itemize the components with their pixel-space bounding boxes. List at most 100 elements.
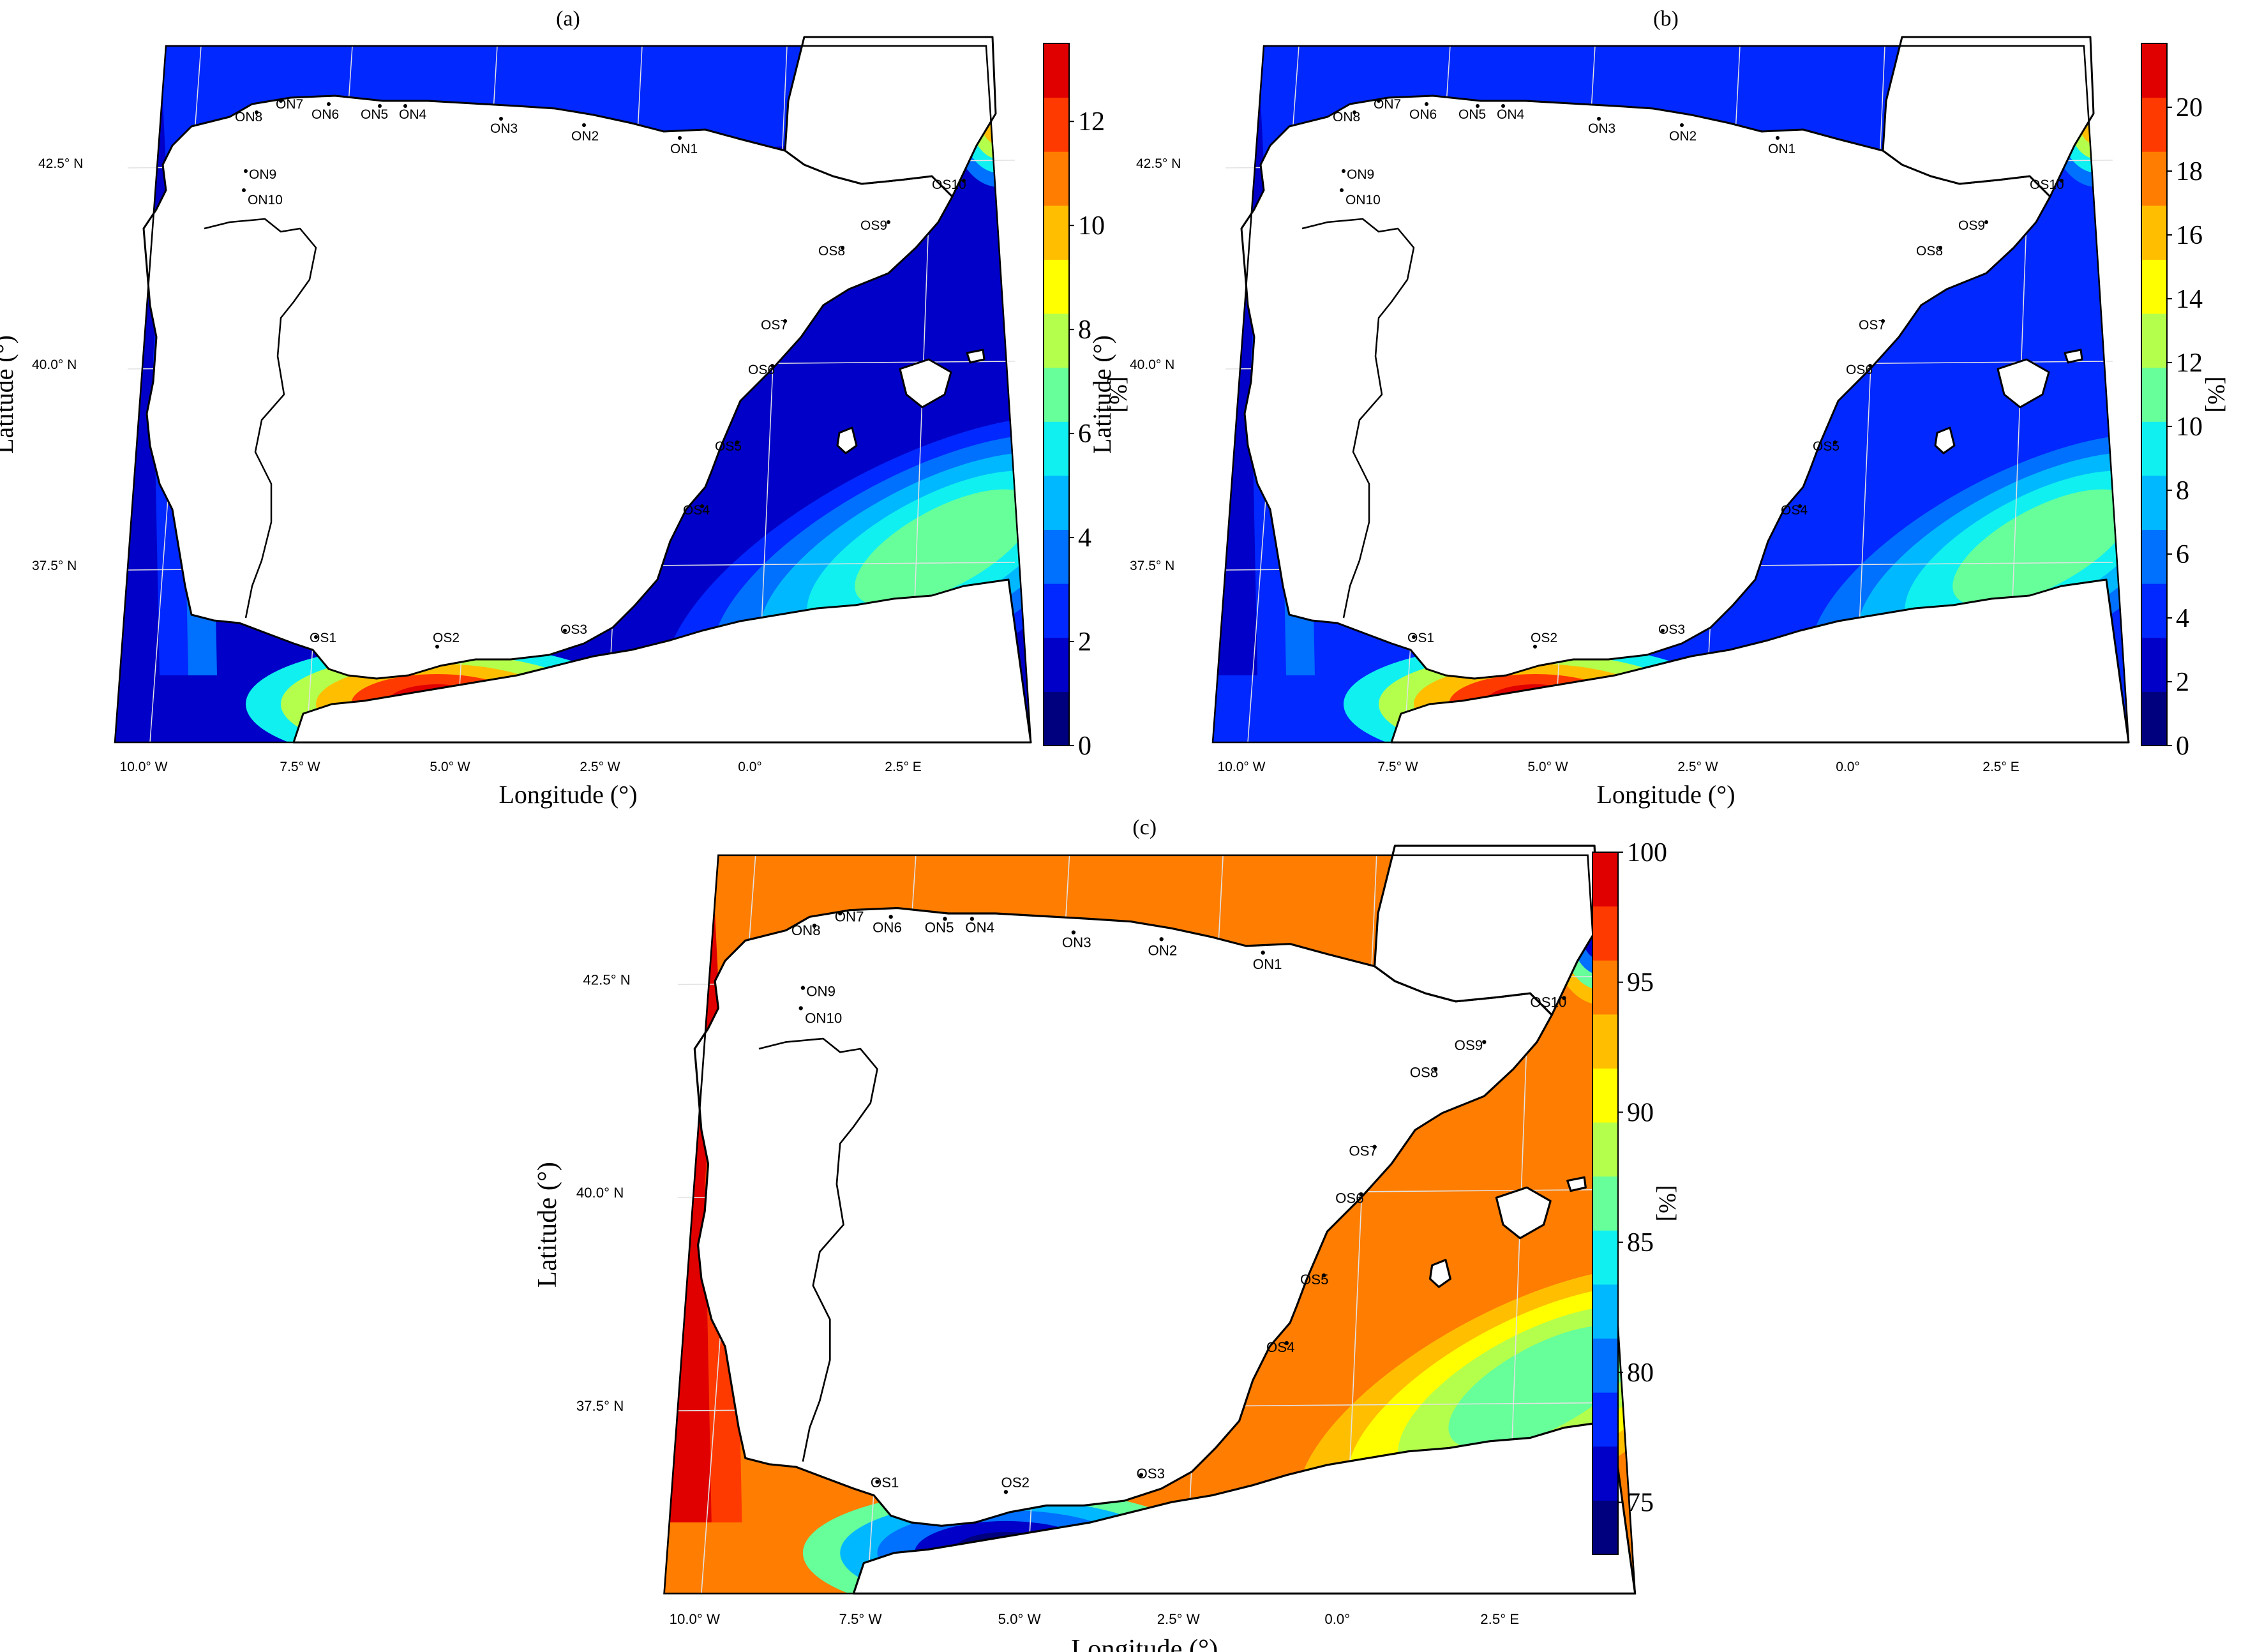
lat-tick-label: 42.5° N bbox=[38, 156, 83, 171]
lon-tick-label: 7.5° W bbox=[839, 1611, 881, 1627]
x-axis-title: Longitude (°) bbox=[1596, 780, 1735, 809]
site-marker bbox=[1868, 364, 1872, 368]
menorca bbox=[2064, 349, 2083, 364]
site-marker bbox=[970, 917, 975, 921]
balearic-band bbox=[1952, 489, 2129, 606]
site-label: OS1 bbox=[310, 631, 336, 645]
site-label: ON6 bbox=[873, 920, 902, 936]
site-label: ON9 bbox=[1347, 167, 1374, 182]
colorbar-tick-label: 16 bbox=[2176, 221, 2203, 250]
lon-tick-label: 5.0° W bbox=[430, 760, 470, 774]
colorbar-segment bbox=[1592, 1338, 1618, 1393]
lat-tick-label: 40.0° N bbox=[1130, 357, 1174, 372]
ibiza bbox=[1934, 426, 1956, 454]
colorbar-segment bbox=[1592, 1284, 1618, 1339]
colorbar-segment bbox=[1044, 421, 1069, 476]
site-marker bbox=[499, 117, 503, 121]
site-label: OS7 bbox=[1859, 318, 1885, 333]
site-marker bbox=[1833, 440, 1837, 444]
site-marker bbox=[1597, 117, 1601, 121]
site-marker bbox=[812, 923, 817, 928]
colorbar-tick-label: 10 bbox=[2176, 412, 2203, 442]
iberian-peninsula bbox=[142, 94, 954, 680]
lat-tick-label: 40.0° N bbox=[32, 357, 77, 372]
site-label: ON4 bbox=[965, 920, 994, 936]
portugal-border bbox=[758, 1037, 878, 1462]
site-label: ON3 bbox=[1062, 935, 1091, 950]
site-marker bbox=[735, 440, 739, 444]
site-label: ON5 bbox=[361, 107, 388, 122]
colorbar-segment bbox=[1044, 691, 1069, 746]
site-label: OS6 bbox=[1846, 363, 1873, 377]
site-label: ON10 bbox=[1345, 193, 1381, 207]
lon-tick-label: 10.0° W bbox=[120, 760, 168, 774]
colorbar-unit: [%] bbox=[1105, 377, 1132, 413]
colorbar-segment bbox=[2141, 583, 2167, 638]
colorbar-segment bbox=[1592, 1392, 1618, 1447]
map-frame bbox=[114, 45, 1032, 744]
site-label: OS9 bbox=[1455, 1037, 1483, 1053]
balearic-band bbox=[1448, 1325, 1635, 1449]
site-label: ON2 bbox=[1148, 943, 1178, 959]
site-label: OS2 bbox=[433, 631, 460, 645]
site-marker bbox=[1881, 319, 1885, 323]
site-marker bbox=[887, 220, 890, 224]
site-marker bbox=[582, 123, 586, 127]
site-marker bbox=[1159, 937, 1164, 942]
ibiza bbox=[1428, 1259, 1451, 1288]
colorbar-tick-label: 2 bbox=[2176, 668, 2189, 697]
site-label: OS10 bbox=[1530, 994, 1566, 1010]
site-label: ON10 bbox=[248, 193, 283, 207]
colorbar-segment bbox=[1044, 313, 1069, 368]
colorbar-segment bbox=[1592, 906, 1618, 961]
site-label: ON5 bbox=[925, 920, 954, 936]
site-marker bbox=[1938, 246, 1942, 250]
portugal-border bbox=[204, 218, 317, 619]
y-axis-title: Latitude (°) bbox=[0, 335, 19, 454]
site-label: OS6 bbox=[748, 363, 775, 377]
site-label: ON6 bbox=[1409, 107, 1437, 122]
colorbar-segment bbox=[1044, 97, 1069, 152]
site-label: ON8 bbox=[235, 110, 262, 124]
colorbar-tick-label: 2 bbox=[1078, 627, 1091, 657]
lon-tick-label: 2.5° E bbox=[1982, 760, 2019, 774]
site-label: OS2 bbox=[1531, 631, 1557, 645]
colorbar-segment bbox=[1592, 960, 1618, 1015]
north-africa bbox=[292, 578, 1032, 744]
lon-tick-label: 2.5° E bbox=[1480, 1611, 1519, 1627]
site-label: OS4 bbox=[1781, 503, 1808, 518]
colorbar-segment bbox=[1592, 1014, 1618, 1069]
lon-tick-label: 2.5° E bbox=[885, 760, 921, 774]
site-label: ON4 bbox=[399, 107, 427, 122]
colorbar-tick-label: 80 bbox=[1627, 1358, 1654, 1388]
site-marker bbox=[678, 136, 682, 140]
site-label: OS4 bbox=[1266, 1339, 1295, 1355]
site-marker bbox=[800, 986, 806, 990]
colorbar-segment bbox=[1044, 475, 1069, 530]
site-marker bbox=[1284, 1340, 1289, 1346]
site-marker bbox=[1261, 950, 1265, 955]
site-marker bbox=[327, 102, 331, 106]
site-label: OS3 bbox=[1136, 1466, 1165, 1482]
lon-tick-label: 5.0° W bbox=[1527, 760, 1568, 774]
colorbar-segment bbox=[2141, 97, 2167, 152]
site-marker bbox=[1139, 1473, 1144, 1477]
menorca bbox=[966, 349, 985, 364]
colorbar-segment bbox=[2141, 691, 2167, 746]
colorbar-outline bbox=[1043, 43, 1070, 746]
site-label: OS3 bbox=[1658, 622, 1685, 637]
colorbar-tick-label: 12 bbox=[2176, 349, 2203, 378]
colorbar-tick-label: 14 bbox=[2176, 285, 2203, 314]
site-label: ON8 bbox=[791, 922, 821, 938]
colorbar-unit: [%] bbox=[2203, 377, 2229, 413]
site-label: ON9 bbox=[806, 983, 836, 999]
site-marker bbox=[943, 917, 947, 921]
site-label: ON4 bbox=[1497, 107, 1525, 122]
site-marker bbox=[1661, 629, 1665, 633]
colorbar-segment bbox=[1044, 529, 1069, 584]
site-label: ON5 bbox=[1458, 107, 1486, 122]
colorbar-tick-label: 100 bbox=[1627, 838, 1667, 867]
site-marker bbox=[435, 645, 439, 649]
colorbar-segment bbox=[2141, 637, 2167, 692]
